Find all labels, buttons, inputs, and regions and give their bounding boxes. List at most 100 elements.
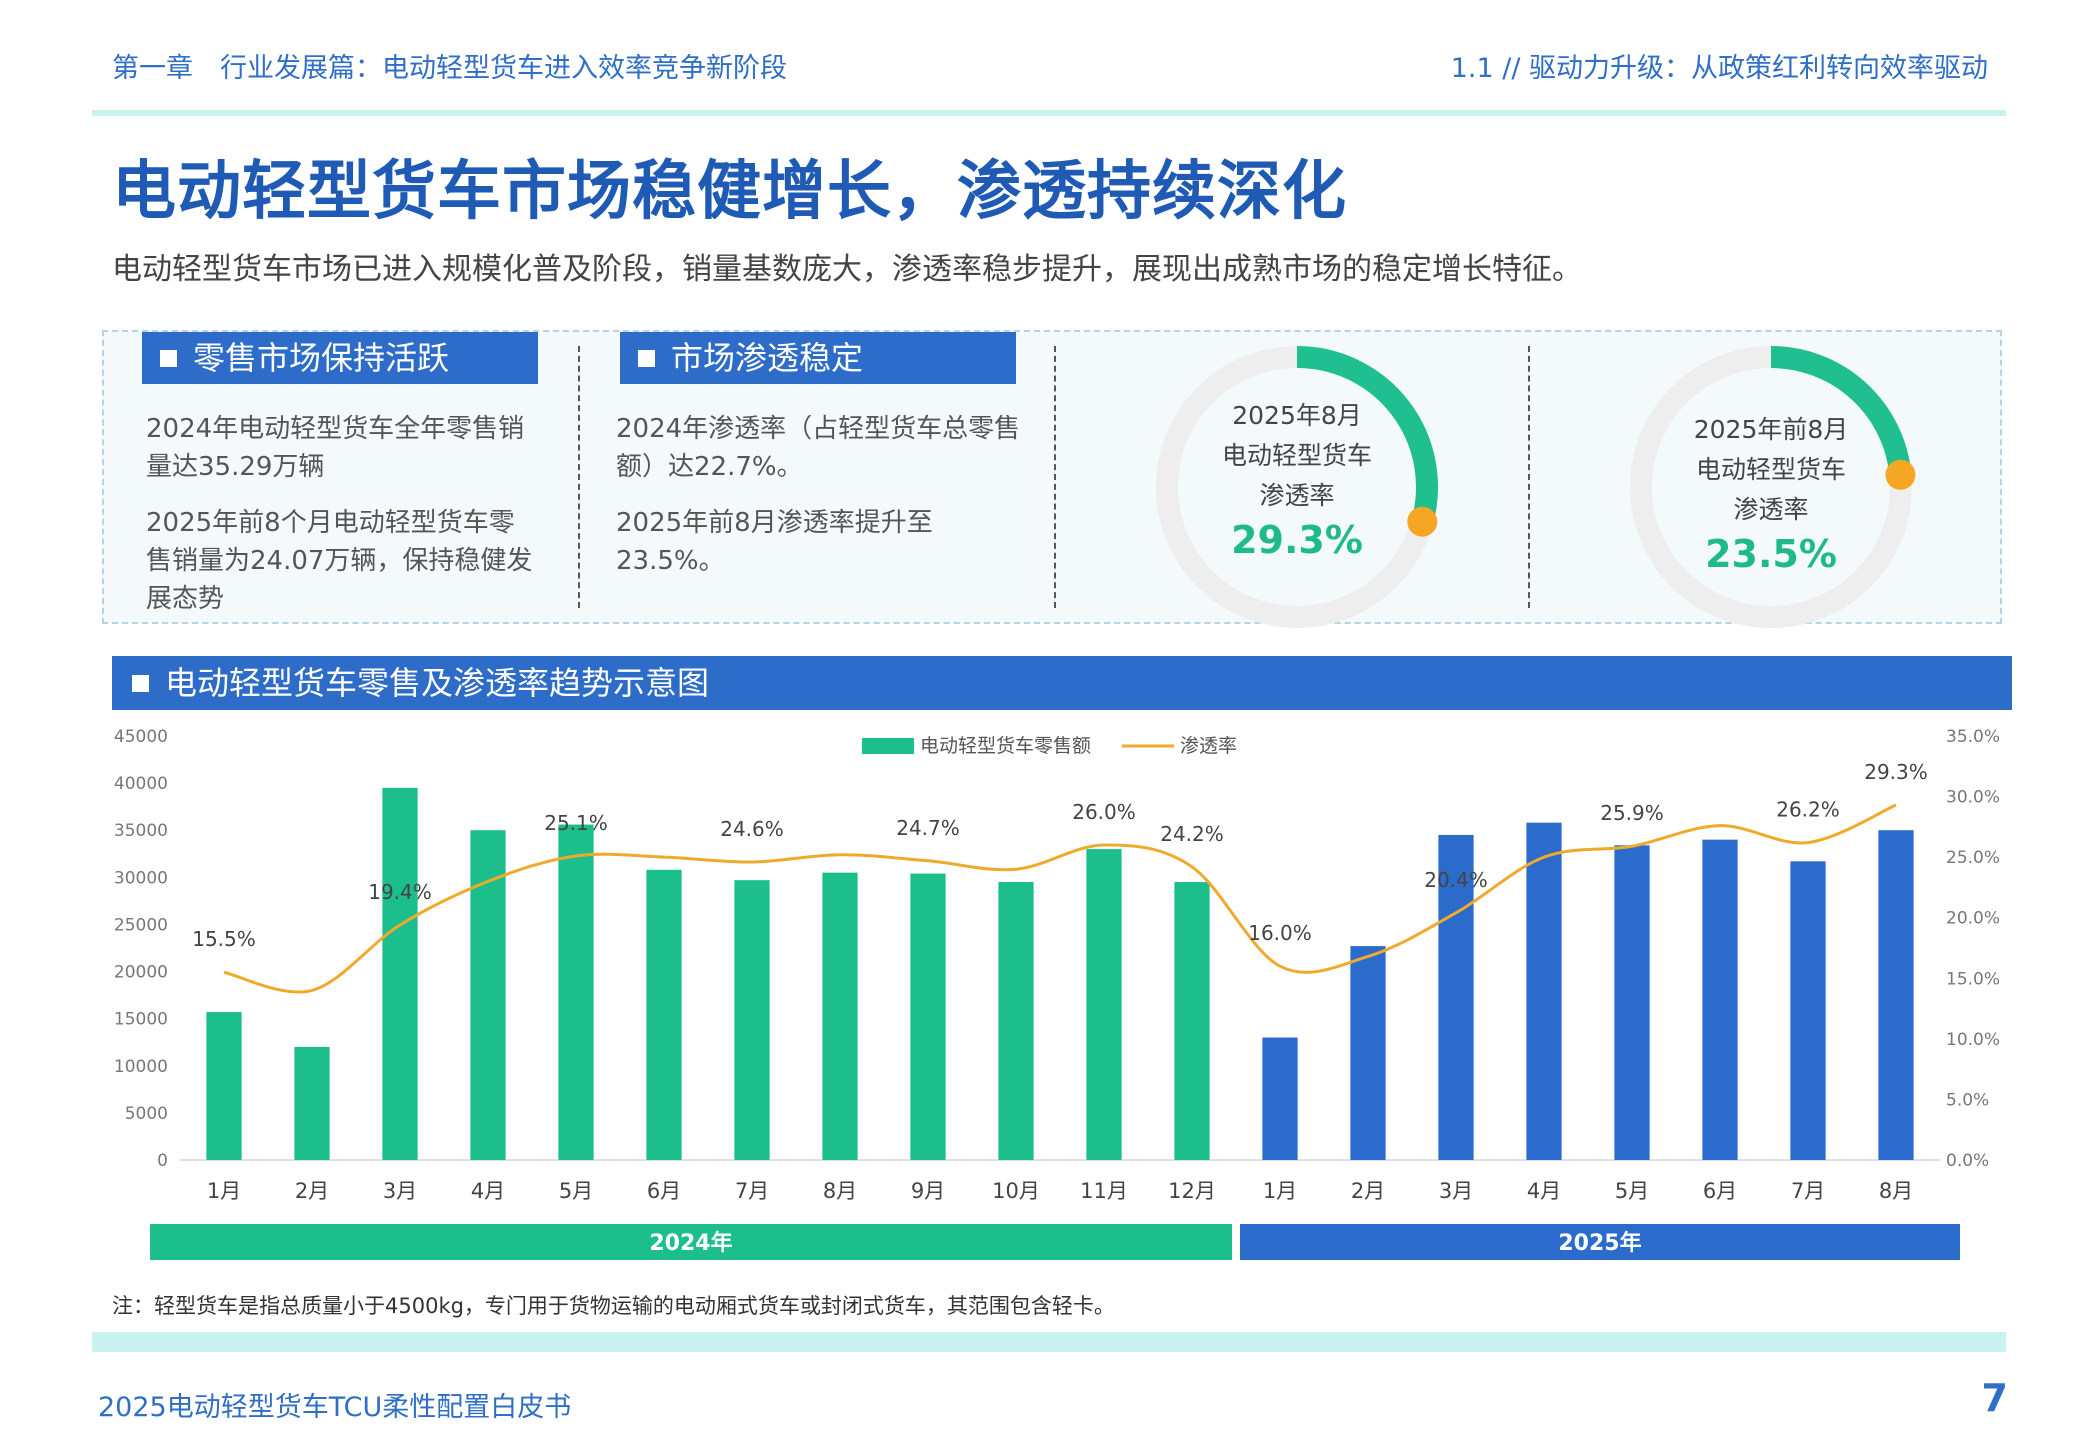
left-axis-tick: 15000 xyxy=(114,1010,168,1030)
data-label: 20.4% xyxy=(1424,868,1488,892)
section-header: 1.1 // 驱动力升级：从政策红利转向效率驱动 xyxy=(1450,53,1988,84)
year-band-label: 2024年 xyxy=(649,1230,732,1256)
donut1-label-2: 电动轻型货车 xyxy=(1221,441,1372,470)
bar xyxy=(1086,849,1122,1160)
right-axis-tick: 35.0% xyxy=(1946,727,2000,747)
trend-chart: 0 5000 10000 15000 20000 25000 30000 35000 40000… xyxy=(114,727,2000,1260)
donut2-value: 23.5% xyxy=(1705,532,1837,576)
bar xyxy=(558,824,594,1160)
data-label: 24.2% xyxy=(1160,822,1224,846)
left-axis-tick: 10000 xyxy=(114,1057,168,1077)
bar xyxy=(646,869,682,1160)
square-bullet-icon xyxy=(638,350,655,367)
donut-arc xyxy=(1296,346,1438,525)
donut2-label-2: 电动轻型货车 xyxy=(1695,455,1846,484)
bar xyxy=(910,873,946,1160)
header-divider xyxy=(92,110,2006,116)
donut2-label-3: 渗透率 xyxy=(1733,495,1809,524)
x-tick-label: 5月 xyxy=(1615,1179,1649,1203)
bar xyxy=(1790,861,1826,1160)
chapter-header: 第一章 行业发展篇：电动轻型货车进入效率竞争新阶段 xyxy=(112,53,787,84)
legend-bar-label: 电动轻型货车零售额 xyxy=(920,735,1091,757)
retail-text-2: 2025年前8个月电动轻型货车零售销量为24.07万辆，保持稳健发展态势 xyxy=(146,508,533,614)
footer-divider xyxy=(92,1332,2006,1352)
donut-arc xyxy=(1770,346,1912,477)
bar xyxy=(470,830,506,1160)
penetration-heading-text: 市场渗透稳定 xyxy=(671,339,864,377)
retail-heading: 零售市场保持活跃 xyxy=(142,332,538,384)
page-title: 电动轻型货车市场稳健增长，渗透持续深化 xyxy=(112,155,1347,229)
x-tick-label: 1月 xyxy=(1263,1179,1297,1203)
x-tick-label: 7月 xyxy=(1791,1179,1825,1203)
column-divider xyxy=(1528,346,1530,608)
bar xyxy=(1438,834,1474,1160)
square-bullet-icon xyxy=(160,350,177,367)
left-axis-tick: 40000 xyxy=(114,774,168,794)
right-axis-tick: 0.0% xyxy=(1946,1151,1989,1171)
x-tick-label: 4月 xyxy=(471,1179,505,1203)
donut-end-dot xyxy=(1407,506,1438,537)
x-tick-label: 8月 xyxy=(823,1179,857,1203)
x-tick-label: 10月 xyxy=(992,1179,1040,1203)
column-divider xyxy=(1054,346,1056,608)
left-axis-tick: 20000 xyxy=(114,963,168,983)
square-bullet-icon xyxy=(132,675,149,692)
right-axis-tick: 25.0% xyxy=(1946,848,2000,868)
penetration-text-1: 2024年渗透率（占轻型货车总零售额）达22.7%。 xyxy=(616,414,1021,482)
left-axis-tick: 5000 xyxy=(125,1104,168,1124)
x-tick-label: 8月 xyxy=(1879,1179,1913,1203)
page-number: 7 xyxy=(1981,1376,2008,1420)
donut1-value: 29.3% xyxy=(1231,518,1363,562)
bar xyxy=(294,1046,330,1160)
year-band xyxy=(150,1224,1232,1260)
data-label: 15.5% xyxy=(192,927,256,951)
data-label: 16.0% xyxy=(1248,921,1312,945)
stats-panel: 零售市场保持活跃 2024年电动轻型货车全年零售销量达35.29万辆 2025年… xyxy=(102,330,2002,628)
page-subtitle: 电动轻型货车市场已进入规模化普及阶段，销量基数庞大，渗透率稳步提升，展现出成熟市… xyxy=(112,252,1582,287)
footer-title: 2025电动轻型货车TCU柔性配置白皮书 xyxy=(98,1392,572,1423)
bar xyxy=(1702,839,1738,1160)
left-axis-tick: 0 xyxy=(157,1151,168,1171)
x-tick-label: 6月 xyxy=(647,1179,681,1203)
bar xyxy=(998,882,1034,1160)
bar xyxy=(822,872,858,1160)
data-label: 19.4% xyxy=(368,880,432,904)
penetration-donut-aug xyxy=(1156,346,1438,628)
chart-heading: 电动轻型货车零售及渗透率趋势示意图 xyxy=(112,656,2012,710)
penetration-line xyxy=(223,803,1897,994)
x-tick-label: 3月 xyxy=(1439,1179,1473,1203)
penetration-heading: 市场渗透稳定 xyxy=(620,332,1016,384)
right-axis-tick: 5.0% xyxy=(1946,1090,1989,1110)
data-label: 25.9% xyxy=(1600,801,1664,825)
left-axis-tick: 45000 xyxy=(114,727,168,747)
data-label: 29.3% xyxy=(1864,760,1928,784)
x-tick-label: 5月 xyxy=(559,1179,593,1203)
bar xyxy=(1614,845,1650,1160)
footnote: 注：轻型货车是指总质量小于4500kg，专门用于货物运输的电动厢式货车或封闭式货… xyxy=(112,1294,1115,1318)
x-tick-label: 7月 xyxy=(735,1179,769,1203)
left-axis-tick: 30000 xyxy=(114,868,168,888)
bar xyxy=(1262,1037,1298,1160)
penetration-donut-ytd xyxy=(1630,346,1916,628)
x-tick-label: 2月 xyxy=(1351,1179,1385,1203)
right-axis-tick: 30.0% xyxy=(1946,788,2000,808)
donut2-label-1: 2025年前8月 xyxy=(1693,415,1849,444)
left-axis-tick: 25000 xyxy=(114,915,168,935)
bar xyxy=(1174,882,1210,1160)
bar xyxy=(382,787,418,1160)
column-divider xyxy=(578,346,580,608)
retail-text-1: 2024年电动轻型货车全年零售销量达35.29万辆 xyxy=(146,414,525,482)
bar xyxy=(734,880,770,1160)
legend-line-label: 渗透率 xyxy=(1180,735,1237,757)
left-axis-tick: 35000 xyxy=(114,821,168,841)
data-label: 26.2% xyxy=(1776,798,1840,822)
data-label: 24.7% xyxy=(896,816,960,840)
x-tick-label: 6月 xyxy=(1703,1179,1737,1203)
year-band xyxy=(1240,1224,1960,1260)
chart-heading-text: 电动轻型货车零售及渗透率趋势示意图 xyxy=(165,664,710,702)
x-tick-label: 4月 xyxy=(1527,1179,1561,1203)
bar xyxy=(206,1012,242,1160)
retail-heading-text: 零售市场保持活跃 xyxy=(193,339,450,377)
x-tick-label: 11月 xyxy=(1080,1179,1128,1203)
bar xyxy=(1526,822,1562,1160)
